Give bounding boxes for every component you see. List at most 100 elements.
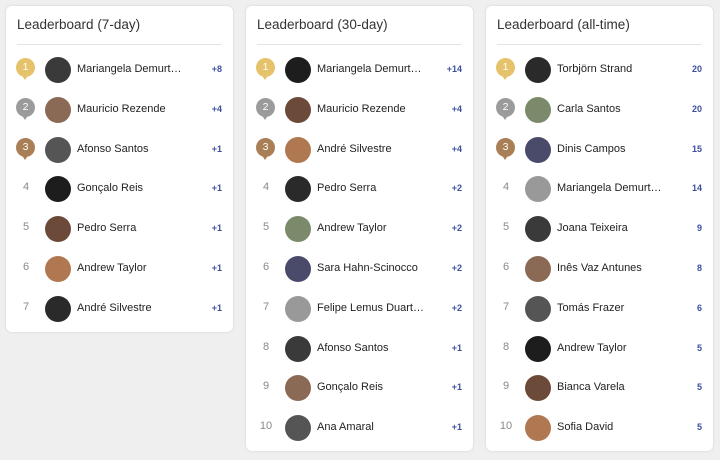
- user-name: André Silvestre: [317, 142, 392, 155]
- leaderboard-row: 7 Tomás Frazer 6: [486, 294, 713, 324]
- score: +14: [446, 64, 462, 74]
- rank-number: 6: [262, 261, 270, 273]
- score: 5: [696, 422, 702, 433]
- rank-number: 9: [262, 380, 270, 393]
- panel-title: Leaderboard (30-day): [257, 17, 388, 32]
- leaderboard-row: 3 Afonso Santos +1: [6, 135, 233, 165]
- leaderboard-row: 3 André Silvestre +4: [246, 135, 473, 165]
- separator: [17, 44, 222, 45]
- score: 6: [696, 302, 702, 313]
- user-name: Bianca Varela: [557, 381, 625, 394]
- score: +1: [211, 263, 222, 273]
- user-name: Felipe Lemus Duart…: [317, 301, 424, 314]
- user-name: Sara Hahn-Scinocco: [317, 262, 418, 274]
- score: +1: [451, 422, 462, 433]
- avatar: [285, 57, 311, 83]
- medal-ribbon: [21, 113, 29, 120]
- medal-ribbon: [261, 74, 269, 80]
- rank-medal: 1: [256, 58, 275, 77]
- user-name: Dinis Campos: [557, 142, 626, 155]
- avatar: [45, 256, 71, 282]
- score: 14: [691, 183, 702, 194]
- score: +4: [451, 143, 462, 154]
- rank-medal: 1: [496, 58, 515, 77]
- leaderboard-row: 5 Andrew Taylor +2: [246, 214, 473, 244]
- avatar: [45, 96, 71, 123]
- rank-number: 7: [262, 300, 270, 313]
- avatar: [525, 415, 551, 442]
- score: 9: [696, 223, 702, 234]
- rank-number: 8: [262, 340, 270, 353]
- rank-number: 10: [259, 420, 273, 433]
- avatar: [285, 216, 311, 243]
- leaderboard-row: 4 Pedro Serra +2: [246, 174, 473, 204]
- score: 20: [691, 103, 702, 114]
- user-name: Afonso Santos: [77, 142, 149, 155]
- leaderboard-panel: Leaderboard (30-day) 1 Mariangela Demurt… +…: [246, 6, 473, 451]
- score: 20: [691, 64, 702, 74]
- medal-ribbon: [21, 74, 29, 80]
- leaderboard-row: 1 Torbjörn Strand 20: [486, 55, 713, 85]
- avatar: [285, 136, 311, 163]
- avatar: [285, 375, 311, 402]
- score: +1: [211, 223, 222, 234]
- leaderboard-panel: Leaderboard (all-time) 1 Torbjörn Strand 20…: [486, 6, 713, 451]
- leaderboard-row: 6 Sara Hahn-Scinocco +2: [246, 254, 473, 284]
- avatar: [45, 57, 71, 83]
- medal-ribbon: [261, 113, 269, 120]
- leaderboard-panel: Leaderboard (7-day) 1 Mariangela Demurt… +8…: [6, 6, 233, 332]
- medal-ribbon: [501, 153, 509, 160]
- rank-number: 8: [502, 340, 510, 353]
- score: +2: [451, 183, 462, 194]
- user-name: Sofia David: [557, 421, 614, 434]
- avatar: [525, 295, 551, 322]
- score: +1: [211, 302, 222, 313]
- avatar: [45, 295, 71, 322]
- leaderboard-row: 1 Mariangela Demurt… +14: [246, 55, 473, 85]
- user-name: André Silvestre: [77, 301, 152, 314]
- leaderboard-row: 7 Felipe Lemus Duart… +2: [246, 294, 473, 324]
- rank-number: 4: [262, 181, 270, 194]
- score: +2: [451, 302, 462, 313]
- avatar: [45, 216, 71, 243]
- score: +2: [451, 223, 462, 234]
- avatar: [45, 176, 71, 203]
- leaderboard-row: 10 Ana Amaral +1: [246, 413, 473, 443]
- score: +8: [211, 64, 222, 74]
- score: 5: [696, 342, 702, 353]
- rank-number: 9: [502, 380, 510, 393]
- user-name: Gonçalo Reis: [317, 381, 384, 394]
- user-name: Mariangela Demurt…: [77, 63, 182, 75]
- rank-number: 5: [22, 221, 30, 234]
- avatar: [45, 136, 71, 163]
- separator: [497, 44, 702, 45]
- avatar: [285, 256, 311, 282]
- avatar: [525, 375, 551, 402]
- rank-number: 5: [502, 221, 510, 234]
- avatar: [525, 96, 551, 123]
- user-name: Mauricio Rezende: [317, 102, 406, 115]
- leaderboard-row: 9 Bianca Varela 5: [486, 373, 713, 403]
- medal-ribbon: [261, 153, 269, 160]
- user-name: Torbjörn Strand: [557, 63, 633, 75]
- rank-number: 6: [502, 261, 510, 273]
- avatar: [525, 136, 551, 163]
- rank-medal: 2: [496, 97, 515, 117]
- score: +1: [211, 143, 222, 154]
- avatar: [525, 335, 551, 362]
- user-name: Inês Vaz Antunes: [557, 262, 642, 274]
- score: +4: [451, 103, 462, 114]
- rank-number: 4: [502, 181, 510, 194]
- leaderboard-row: 4 Mariangela Demurt… 14: [486, 174, 713, 204]
- leaderboard-row: 10 Sofia David 5: [486, 413, 713, 443]
- user-name: Joana Teixeira: [557, 222, 628, 235]
- rank-medal: 3: [256, 137, 275, 157]
- score: 5: [696, 382, 702, 393]
- score: 8: [696, 263, 702, 273]
- rank-number: 4: [22, 181, 30, 194]
- leaderboard-row: 9 Gonçalo Reis +1: [246, 373, 473, 403]
- score: +1: [451, 382, 462, 393]
- user-name: Pedro Serra: [317, 182, 377, 195]
- rank-medal: 3: [496, 137, 515, 157]
- avatar: [285, 176, 311, 203]
